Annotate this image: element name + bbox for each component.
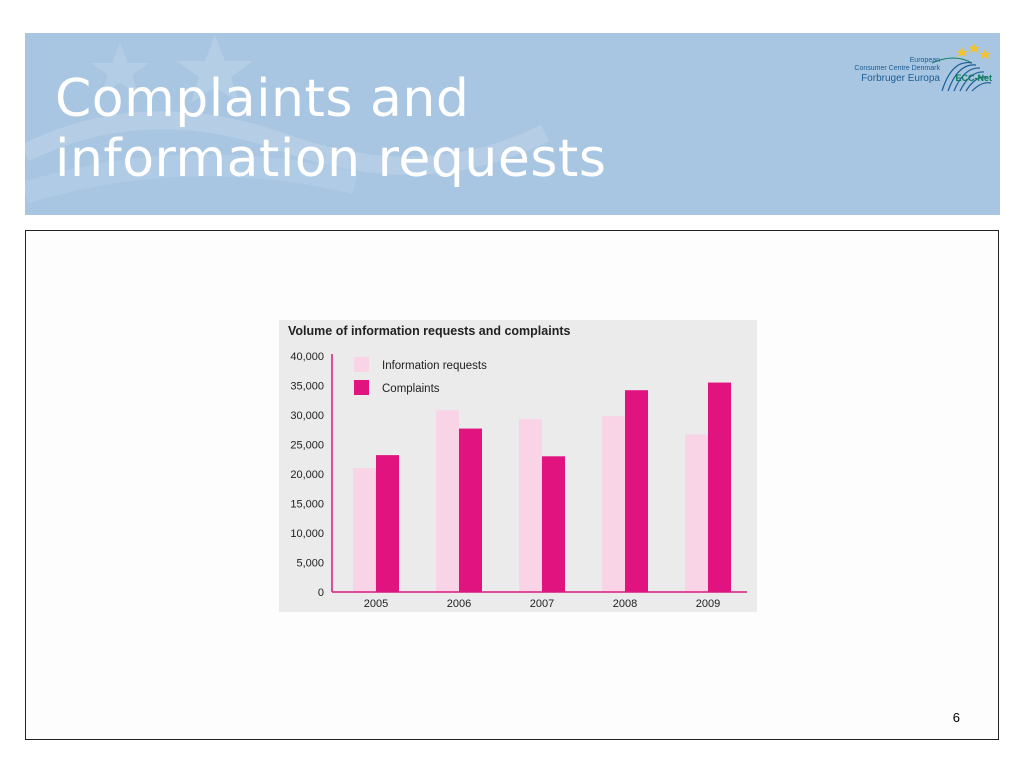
slide-content: 0 5,000 10,000 15,000 20,000 25,000 30,000 35,0… xyxy=(25,230,999,740)
y-tick-label: 25,000 xyxy=(290,440,324,452)
bar-chart: 0 5,000 10,000 15,000 20,000 25,000 30,000 35,0… xyxy=(290,351,747,610)
bar-complaints xyxy=(625,390,648,592)
y-tick-label: 30,000 xyxy=(290,410,324,422)
logo-org-name: European Consumer Centre Denmark xyxy=(854,57,940,73)
bar-information-requests xyxy=(685,434,708,592)
logo-line1: European xyxy=(909,57,940,64)
x-tick-label: 2007 xyxy=(530,598,554,610)
x-tick-label: 2009 xyxy=(696,598,720,610)
slide-title: Complaints and information requests xyxy=(55,69,606,189)
legend-label: Information requests xyxy=(382,360,487,372)
slide-title-line1: Complaints and xyxy=(55,69,470,129)
legend-swatch xyxy=(354,380,369,395)
bar-complaints xyxy=(708,382,731,592)
bar-complaints xyxy=(376,455,399,592)
slide-title-line2: information requests xyxy=(55,129,607,189)
legend-label: Complaints xyxy=(382,383,440,395)
x-tick-label: 2005 xyxy=(364,598,388,610)
x-tick-label: 2008 xyxy=(613,598,637,610)
x-tick-label: 2006 xyxy=(447,598,471,610)
y-tick-label: 15,000 xyxy=(290,499,324,511)
chart-title: Volume of information requests and compl… xyxy=(288,324,571,338)
ecc-net-logo: European Consumer Centre Denmark Forbruge… xyxy=(844,41,994,111)
header-star-decoration xyxy=(25,35,550,204)
slide-header: Complaints and information requests Europ… xyxy=(25,33,1000,215)
bar-information-requests xyxy=(436,410,459,592)
y-tick-label: 35,000 xyxy=(290,381,324,393)
bar-information-requests xyxy=(602,416,625,592)
logo-line4: ECC-Net xyxy=(955,73,992,83)
logo-line2: Consumer Centre Denmark xyxy=(854,65,940,72)
logo-line3: Forbruger Europa xyxy=(861,73,940,84)
y-tick-label: 10,000 xyxy=(290,528,324,540)
page-number: 6 xyxy=(952,710,960,725)
ecc-net-logo-mark xyxy=(931,43,992,92)
y-tick-label: 0 xyxy=(318,587,324,599)
y-tick-label: 5,000 xyxy=(296,558,324,570)
bar-complaints xyxy=(459,428,482,592)
y-tick-label: 20,000 xyxy=(290,469,324,481)
bar-complaints xyxy=(542,456,565,592)
legend-swatch xyxy=(354,357,369,372)
bar-information-requests xyxy=(519,419,542,592)
y-tick-label: 40,000 xyxy=(290,351,324,363)
bar-information-requests xyxy=(353,468,376,592)
chart-panel: 0 5,000 10,000 15,000 20,000 25,000 30,000 35,0… xyxy=(279,320,757,612)
